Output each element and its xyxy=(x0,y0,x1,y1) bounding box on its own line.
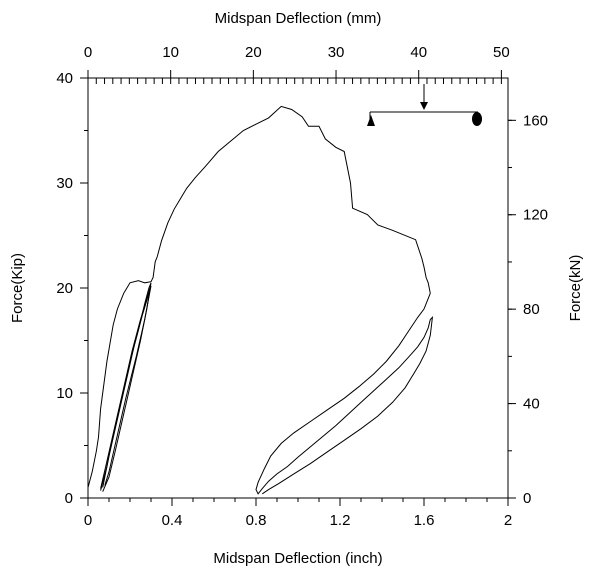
x-bottom-tick-label: 0.8 xyxy=(246,512,267,529)
y-left-tick-label: 10 xyxy=(56,385,73,402)
x-axis-top-ticks: 0 10 20 30 40 50 xyxy=(84,44,510,78)
y-axis-right-ticks: 0 40 80 120 160 xyxy=(508,112,548,507)
x-top-tick-label: 20 xyxy=(245,44,262,61)
simply-supported-beam-icon xyxy=(367,84,482,126)
x-bottom-tick-label: 1.2 xyxy=(330,512,351,529)
x-bottom-tick-label: 0.4 xyxy=(162,512,183,529)
roller-support-icon xyxy=(472,112,482,126)
y-right-tick-label: 120 xyxy=(523,207,548,224)
series-line-1 xyxy=(87,105,431,488)
y-axis-right-label: Force(kN) xyxy=(567,255,584,322)
y-axis-left-label: Force(Kip) xyxy=(9,253,26,323)
x-axis-bottom-label: Midspan Deflection (inch) xyxy=(213,550,382,567)
series-line-5 xyxy=(255,293,434,495)
y-left-tick-label: 0 xyxy=(65,490,73,507)
y-right-tick-label: 80 xyxy=(523,301,540,318)
y-left-tick-label: 40 xyxy=(56,70,73,87)
x-axis-bottom-ticks: 0 0.4 0.8 1.2 1.6 2 xyxy=(84,498,512,529)
triangle-support-icon xyxy=(367,115,375,126)
y-right-tick-label: 160 xyxy=(523,112,548,129)
x-bottom-tick-label: 0 xyxy=(84,512,92,529)
y-left-tick-label: 20 xyxy=(56,280,73,297)
x-top-tick-label: 30 xyxy=(328,44,345,61)
arrow-head xyxy=(420,102,428,110)
curves xyxy=(87,105,434,495)
x-bottom-tick-label: 1.6 xyxy=(414,512,435,529)
y-left-tick-label: 30 xyxy=(56,175,73,192)
series-line-3 xyxy=(102,285,152,488)
x-top-tick-label: 50 xyxy=(493,44,510,61)
y-axis-left-ticks: 0 10 20 30 40 xyxy=(56,70,88,507)
y-right-tick-label: 40 xyxy=(523,396,540,413)
x-top-tick-label: 10 xyxy=(162,44,179,61)
x-bottom-tick-label: 2 xyxy=(504,512,512,529)
series-line-4 xyxy=(100,287,151,489)
x-axis-top-minor-ticks xyxy=(87,78,502,84)
x-top-tick-label: 0 xyxy=(84,44,92,61)
x-top-tick-label: 40 xyxy=(410,44,427,61)
x-axis-top-label: Midspan Deflection (mm) xyxy=(215,10,382,27)
y-right-tick-label: 0 xyxy=(523,490,531,507)
